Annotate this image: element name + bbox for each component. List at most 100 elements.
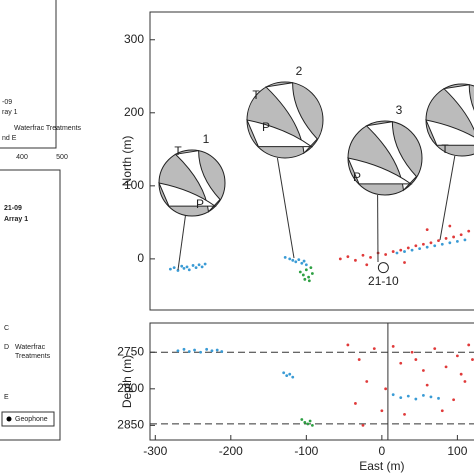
point (182, 347, 186, 351)
point (297, 258, 301, 262)
point (406, 394, 410, 398)
beachball-axis-label: P (262, 120, 270, 134)
beachball-band (347, 157, 413, 185)
point (421, 242, 425, 246)
point (459, 233, 463, 237)
point (406, 246, 410, 250)
point (210, 349, 214, 353)
point (365, 263, 369, 267)
point (391, 393, 395, 397)
y-tick-label: 200 (124, 105, 144, 119)
x-tick-label: 100 (447, 444, 467, 458)
point (200, 265, 204, 269)
point (215, 348, 219, 352)
point (302, 259, 306, 263)
point (191, 264, 195, 267)
beachball-number: 2 (296, 64, 303, 78)
x-axis-label: East (m) (359, 459, 404, 473)
point (187, 350, 191, 353)
x-tick-label: 0 (379, 444, 386, 458)
point (168, 267, 172, 271)
left-bottom-frame (0, 169, 61, 441)
point (205, 347, 209, 351)
label: Treatments (15, 353, 51, 360)
point (197, 263, 201, 267)
point (448, 224, 452, 228)
point (452, 235, 456, 239)
point (433, 244, 437, 248)
y-axis-label: North (m) (120, 136, 134, 187)
point (403, 413, 406, 416)
point (425, 245, 429, 249)
point (399, 248, 403, 252)
point (421, 393, 425, 397)
point (361, 253, 365, 257)
point (440, 409, 444, 413)
point (338, 257, 342, 261)
point (199, 350, 203, 354)
point (440, 242, 444, 246)
point (304, 268, 308, 272)
x-tick-label: -200 (219, 444, 243, 458)
legend-box (1, 411, 55, 427)
point (463, 380, 467, 383)
point (306, 422, 310, 426)
point (303, 421, 307, 424)
point (288, 257, 292, 261)
plot-frame (149, 322, 474, 441)
y-tick-label: 2800 (117, 381, 144, 395)
beachball-band (264, 82, 318, 155)
point (291, 258, 295, 262)
label: -09 (2, 99, 12, 106)
label: Array 1 (4, 216, 28, 223)
point (180, 264, 184, 268)
point (354, 258, 357, 262)
point (365, 380, 369, 383)
point (467, 229, 471, 233)
point (391, 345, 395, 348)
point (429, 395, 433, 399)
point (361, 423, 365, 427)
point (220, 350, 224, 353)
point (467, 343, 471, 347)
point (288, 372, 292, 376)
point (399, 361, 403, 365)
point (403, 261, 406, 264)
point (444, 237, 448, 240)
beachball-number: 3 (396, 103, 403, 117)
beachball-axis-label: T (441, 142, 449, 156)
tick-label: 500 (56, 154, 68, 161)
label: nd E (2, 135, 17, 142)
point (203, 262, 207, 266)
leader-line (276, 157, 295, 259)
point (194, 266, 198, 270)
point (414, 397, 418, 401)
label: ray 1 (2, 109, 18, 116)
label: Waterfrac (15, 344, 46, 351)
point (307, 279, 311, 283)
point (372, 347, 376, 350)
point (410, 248, 414, 252)
point (346, 255, 350, 259)
point (185, 265, 189, 269)
leader-line (439, 155, 456, 241)
point (357, 358, 361, 361)
point (308, 419, 312, 423)
point (429, 241, 433, 245)
point (463, 238, 467, 242)
point (303, 277, 307, 281)
label: C (4, 325, 9, 332)
point (444, 365, 448, 369)
beachball-band (158, 182, 217, 207)
x-tick-label: -100 (294, 444, 318, 458)
label: Waterfrac Treatments (14, 125, 82, 132)
point (283, 256, 287, 259)
point (403, 250, 406, 253)
beachball-axis-label: T (252, 88, 260, 102)
point (437, 239, 440, 243)
point (282, 371, 286, 375)
point (414, 244, 418, 248)
point (369, 256, 372, 259)
point (193, 348, 196, 352)
beachball-number: 1 (203, 132, 210, 146)
